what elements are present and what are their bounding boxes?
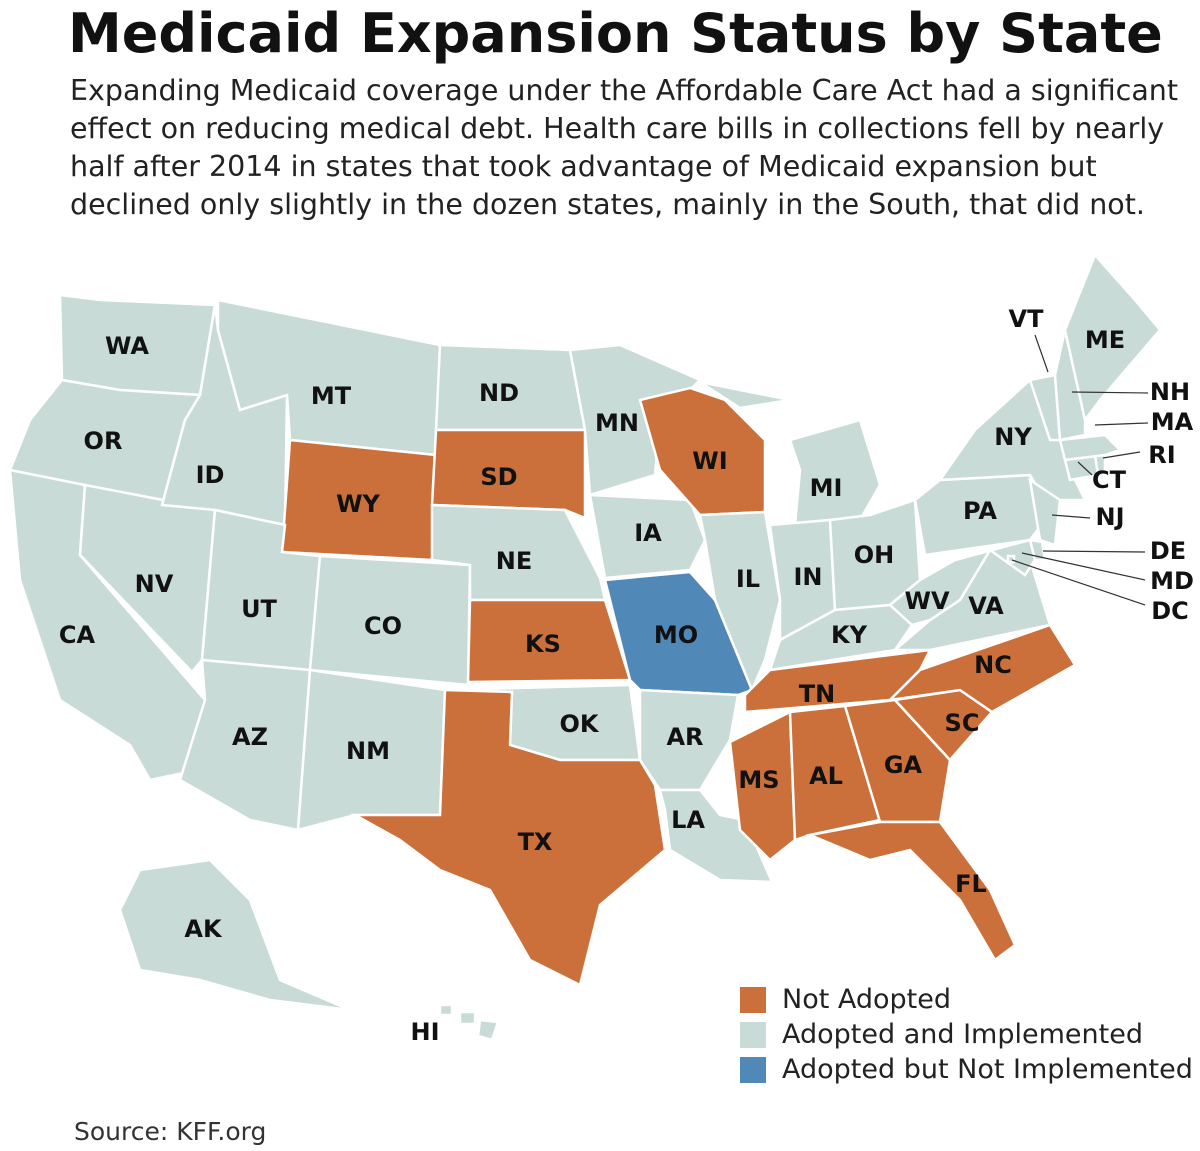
state-label-nm: NM — [346, 737, 390, 765]
state-tx — [350, 688, 667, 987]
state-label-ga: GA — [884, 751, 923, 779]
leader-line-ma — [1094, 422, 1149, 426]
state-label-wa: WA — [105, 332, 149, 360]
leader-line-de — [1042, 550, 1146, 553]
state-mi — [699, 380, 791, 410]
state-label-de: DE — [1150, 537, 1186, 565]
state-label-ut: UT — [241, 595, 277, 623]
state-label-nv: NV — [135, 570, 174, 598]
state-label-fl: FL — [955, 870, 987, 898]
legend: Not Adopted Adopted and Implemented Adop… — [740, 982, 1193, 1087]
state-label-va: VA — [968, 592, 1004, 620]
state-label-ak: AK — [184, 915, 223, 943]
state-label-me: ME — [1085, 326, 1125, 354]
state-ms — [728, 710, 797, 862]
source-note: Source: KFF.org — [74, 1117, 267, 1146]
state-label-ks: KS — [525, 630, 561, 658]
state-label-wv: WV — [904, 587, 949, 615]
state-label-az: AZ — [232, 723, 268, 751]
state-label-tn: TN — [799, 680, 835, 708]
legend-swatch — [740, 986, 766, 1013]
state-label-ny: NY — [994, 423, 1032, 451]
state-label-la: LA — [671, 806, 705, 834]
leader-line-nh — [1071, 391, 1149, 394]
state-label-ct: CT — [1092, 466, 1127, 494]
state-sd — [430, 428, 587, 520]
state-label-md: MD — [1150, 567, 1194, 595]
state-label-ar: AR — [666, 723, 703, 751]
legend-swatch — [740, 1056, 766, 1083]
state-label-sc: SC — [945, 709, 980, 737]
state-label-ia: IA — [634, 519, 662, 547]
state-label-ms: MS — [738, 766, 779, 794]
legend-swatch — [740, 1021, 766, 1048]
page-title: Medicaid Expansion Status by State — [68, 2, 1163, 65]
subtitle: Expanding Medicaid coverage under the Af… — [70, 74, 1179, 221]
leader-line-ri — [1102, 451, 1141, 459]
state-md — [954, 538, 1037, 577]
leader-line-vt — [1034, 334, 1049, 373]
state-label-mi: MI — [810, 474, 843, 502]
state-label-co: CO — [364, 612, 402, 640]
state-label-il: IL — [736, 565, 760, 593]
state-nj — [1028, 477, 1062, 547]
state-label-nd: ND — [479, 379, 519, 407]
state-label-ok: OK — [560, 710, 600, 738]
state-la — [658, 788, 774, 884]
state-label-ne: NE — [496, 547, 532, 575]
state-nc — [886, 623, 1077, 714]
state-label-mn: MN — [595, 409, 639, 437]
state-label-or: OR — [84, 427, 123, 455]
leader-line-dc — [1011, 559, 1146, 606]
state-label-ky: KY — [831, 621, 868, 649]
legend-label: Adopted and Implemented — [782, 1019, 1143, 1050]
leader-line-md — [1021, 552, 1146, 581]
state-label-hi: HI — [410, 1018, 439, 1046]
state-wi — [638, 386, 767, 517]
state-label-mt: MT — [311, 382, 352, 410]
legend-item-not-adopted: Not Adopted — [740, 982, 1193, 1017]
state-label-vt: VT — [1009, 305, 1045, 333]
state-ia — [588, 493, 707, 580]
state-il — [698, 510, 782, 694]
state-hi — [476, 1018, 500, 1042]
state-fl — [805, 820, 1017, 962]
state-label-wi: WI — [692, 447, 727, 475]
state-label-ma: MA — [1151, 408, 1194, 436]
state-label-pa: PA — [963, 497, 997, 525]
legend-label: Not Adopted — [782, 984, 952, 1015]
state-me — [1063, 252, 1162, 423]
leader-line-ct — [1077, 461, 1093, 476]
state-label-mo: MO — [654, 621, 698, 649]
state-label-nj: NJ — [1095, 503, 1124, 531]
state-ma — [1058, 433, 1123, 462]
state-label-oh: OH — [854, 541, 895, 569]
state-mi — [788, 418, 882, 527]
state-label-dc: DC — [1151, 597, 1189, 625]
state-label-wy: WY — [336, 490, 380, 518]
legend-item-not-implemented: Adopted but Not Implemented — [740, 1052, 1193, 1087]
state-label-tx: TX — [518, 828, 553, 856]
state-label-al: AL — [809, 762, 843, 790]
state-label-in: IN — [793, 563, 822, 591]
state-label-ca: CA — [59, 621, 96, 649]
legend-item-adopted: Adopted and Implemented — [740, 1017, 1193, 1052]
state-ga — [843, 698, 952, 824]
state-label-sd: SD — [480, 463, 517, 491]
state-label-nc: NC — [974, 651, 1012, 679]
state-label-id: ID — [196, 461, 225, 489]
state-ak — [118, 858, 351, 1012]
state-co — [308, 554, 472, 687]
state-label-ri: RI — [1148, 441, 1175, 469]
state-hi — [438, 1003, 454, 1017]
state-nh — [1053, 329, 1087, 442]
state-hi — [458, 1010, 477, 1026]
legend-label: Adopted but Not Implemented — [782, 1054, 1193, 1085]
state-wv — [888, 547, 993, 627]
state-label-nh: NH — [1150, 378, 1190, 406]
leader-line-nj — [1051, 514, 1091, 519]
state-dc — [1006, 554, 1016, 564]
